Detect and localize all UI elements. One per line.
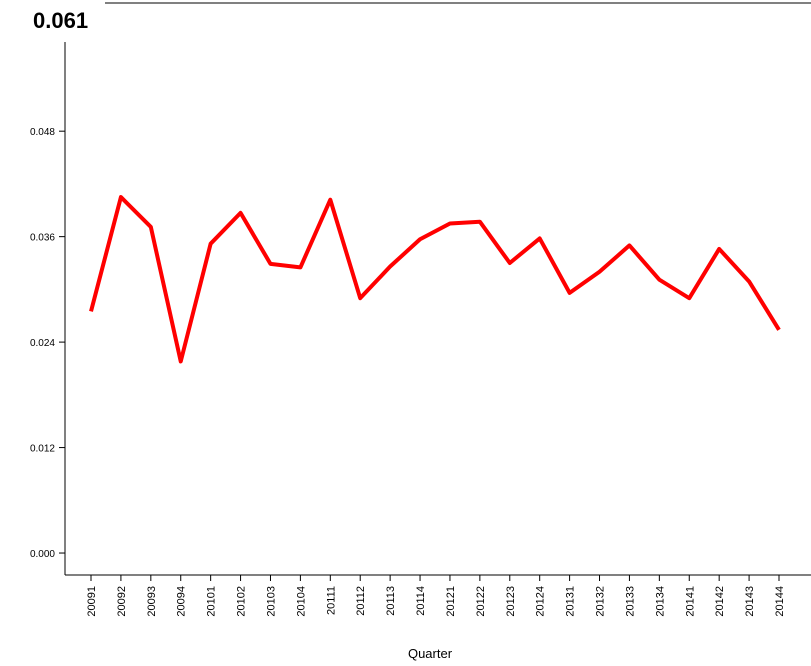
y-tick-label: 0.024	[30, 338, 55, 349]
x-tick-label: 20104	[295, 586, 307, 617]
x-tick-label: 20144	[774, 586, 786, 617]
x-tick-label: 20133	[624, 586, 636, 617]
x-tick-label: 20122	[475, 586, 487, 617]
x-tick-label: 20093	[146, 586, 158, 617]
y-tick-label: 0.048	[30, 127, 55, 138]
x-tick-label: 20123	[505, 586, 517, 617]
x-tick-label: 20101	[206, 586, 218, 617]
x-tick-label: 20102	[236, 586, 248, 617]
x-tick-label: 20131	[565, 586, 577, 617]
x-tick-label: 20132	[595, 586, 607, 617]
annotation: 0.061	[33, 8, 88, 33]
x-tick-label: 20124	[535, 586, 547, 617]
x-tick-label: 20094	[176, 586, 188, 617]
x-tick-label: 20091	[86, 586, 98, 617]
y-tick-label: 0.000	[30, 549, 55, 560]
x-tick-label: 20121	[445, 586, 457, 617]
y-tick-label: 0.036	[30, 233, 55, 244]
line	[89, 195, 781, 364]
y-tick-label: 0.012	[30, 444, 55, 455]
x-tick-label: 20114	[415, 586, 427, 616]
x-tick-label: 20143	[744, 586, 756, 617]
x-tick-label: 20113	[385, 586, 397, 616]
x-tick-label: 20134	[654, 586, 666, 617]
x-tick-label: 20112	[355, 586, 367, 616]
x-axis-label: Quarter	[408, 646, 453, 661]
x-tick-label: 20142	[714, 586, 726, 617]
x-tick-label: 20111	[325, 586, 337, 615]
x-tick-label: 20103	[265, 586, 277, 617]
x-tick-label: 20092	[116, 586, 128, 617]
x-tick-label: 20141	[684, 586, 696, 617]
